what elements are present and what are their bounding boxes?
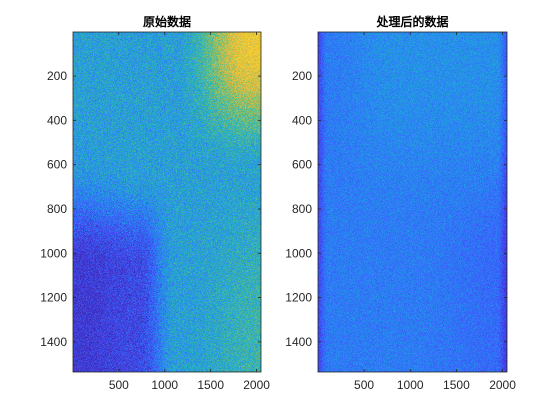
y-tick-label: 400 [292, 113, 312, 127]
y-tick-label: 1000 [285, 246, 312, 260]
x-tick-label: 1500 [443, 378, 470, 392]
y-tick-label: 200 [292, 69, 312, 83]
y-tick-label: 800 [47, 202, 67, 216]
chart-title: 原始数据 [143, 14, 191, 29]
x-tick-label: 1000 [397, 378, 424, 392]
heatmap-image [318, 32, 507, 372]
y-tick-label: 1200 [40, 291, 67, 305]
y-tick-label: 400 [47, 113, 67, 127]
y-tick-label: 600 [292, 158, 312, 172]
x-tick-label: 2000 [243, 378, 270, 392]
x-tick-label: 500 [354, 378, 374, 392]
y-tick-label: 1400 [285, 335, 312, 349]
y-tick-label: 1200 [285, 291, 312, 305]
x-tick-label: 500 [109, 378, 129, 392]
y-tick-label: 1000 [40, 246, 67, 260]
right-heatmap-axes: 处理后的数据 500 1000 1500 2000 200 400 600 800 1000 120… [285, 14, 516, 392]
x-tick-label: 2000 [489, 378, 516, 392]
axes-box [72, 31, 262, 373]
axes-box [317, 31, 508, 373]
x-tick-label: 1500 [197, 378, 224, 392]
heatmap-image [73, 32, 261, 372]
y-tick-label: 600 [47, 158, 67, 172]
y-tick-label: 200 [47, 69, 67, 83]
chart-title: 处理后的数据 [375, 14, 448, 29]
y-tick-label: 800 [292, 202, 312, 216]
y-tick-label: 1400 [40, 335, 67, 349]
x-tick-label: 1000 [151, 378, 178, 392]
left-heatmap-axes: 原始数据 500 1000 1500 2000 200 400 600 800 1000 1200 1… [40, 14, 270, 392]
